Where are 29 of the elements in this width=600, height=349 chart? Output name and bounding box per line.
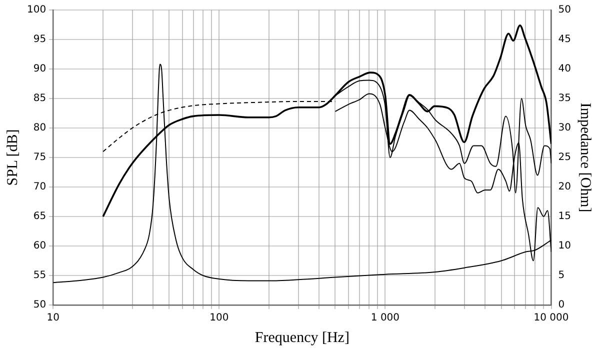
y-tick-label: 85 [33, 93, 46, 104]
y2-tick-label: 15 [558, 211, 572, 222]
y-tick-label: 55 [33, 270, 46, 282]
y2-tick-label: 40 [558, 64, 572, 75]
y-tick-label: 65 [33, 211, 46, 222]
y2-tick-label: 10 [558, 240, 572, 252]
y2-tick-label: 0 [558, 300, 565, 311]
y2-tick-label: 20 [558, 182, 572, 193]
y-tick-label: 70 [33, 182, 46, 193]
x-tick-label: 1 000 [370, 312, 400, 324]
y-axis-title: SPL [dB] [4, 129, 21, 186]
y-tick-label: 95 [33, 34, 46, 46]
y2-tick-label: 35 [558, 93, 572, 104]
y2-tick-label: 30 [558, 122, 572, 134]
x-tick-label: 100 [210, 312, 229, 324]
y2-tick-label: 25 [558, 152, 572, 164]
y2-tick-label: 5 [558, 270, 565, 282]
y2-axis-title: Impedance [Ohm] [577, 102, 594, 212]
y-tick-label: 90 [33, 64, 46, 75]
y2-tick-label: 50 [558, 4, 572, 16]
y-tick-label: 75 [33, 152, 46, 164]
x-tick-label: 10 000 [534, 312, 569, 324]
y-tick-label: 80 [33, 122, 46, 134]
y-tick-label: 100 [26, 4, 46, 16]
x-axis-title: Frequency [Hz] [254, 330, 350, 346]
y-tick-label: 50 [33, 300, 46, 311]
y2-tick-label: 45 [558, 34, 572, 46]
x-tick-label: 10 [46, 312, 60, 324]
y-tick-label: 60 [33, 240, 46, 252]
